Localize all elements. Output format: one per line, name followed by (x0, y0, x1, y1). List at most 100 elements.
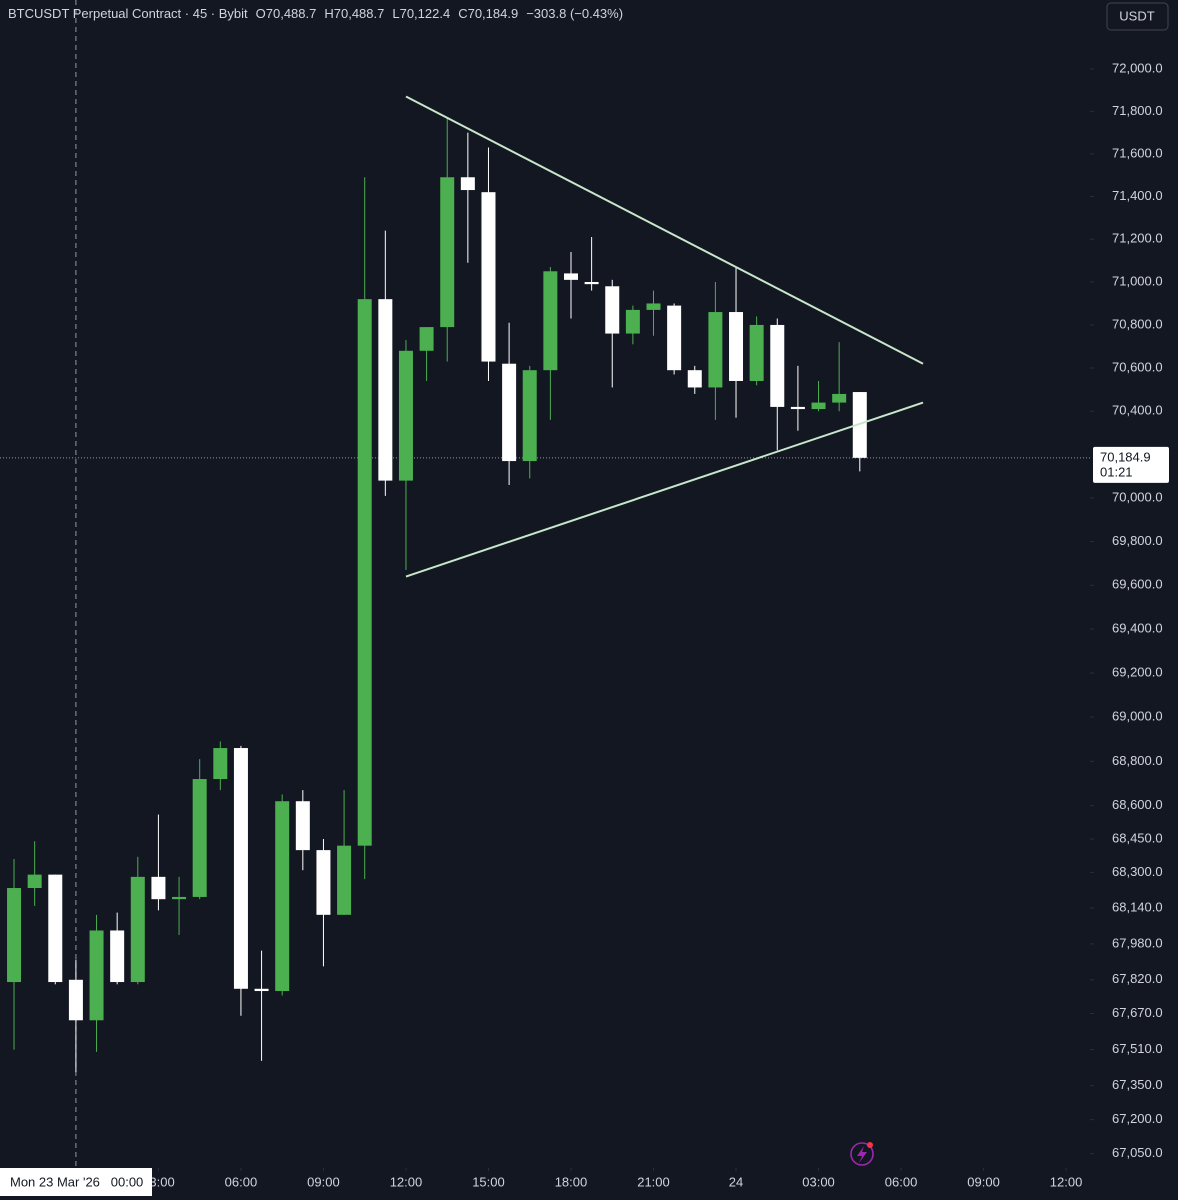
candle-body (89, 930, 104, 1021)
x-tick-label: 09:00 (967, 1174, 1000, 1189)
y-tick-label: 71,200.0 (1112, 231, 1163, 246)
candle-body (832, 393, 847, 403)
candle-body (27, 874, 42, 889)
y-tick-label: 68,600.0 (1112, 797, 1163, 812)
y-tick-label: 70,600.0 (1112, 359, 1163, 374)
ohlc-value: 70,488.7 (266, 6, 317, 21)
candle-body (687, 370, 702, 388)
candle-body (213, 748, 228, 780)
candle-body (275, 801, 290, 992)
candle-body (110, 930, 125, 983)
ohlc-value: 70,488.7 (334, 6, 385, 21)
y-tick-label: 70,800.0 (1112, 316, 1163, 331)
x-tick-label: 06:00 (885, 1174, 918, 1189)
y-tick-label: 68,140.0 (1112, 900, 1163, 915)
candle-body (605, 286, 620, 334)
candle-body (172, 896, 187, 900)
ohlc-key: H (324, 6, 333, 21)
candle-body (749, 324, 764, 381)
y-tick-label: 67,670.0 (1112, 1005, 1163, 1020)
x-tick-label: 03:00 (802, 1174, 835, 1189)
x-tick-label: 06:00 (225, 1174, 258, 1189)
candle-body (316, 850, 331, 915)
symbol: BTCUSDT Perpetual Contract · 45 · Bybit (8, 6, 248, 21)
trendline (405, 95, 924, 365)
currency-label[interactable]: USDT (1119, 8, 1154, 23)
plot-area (0, 0, 1090, 1168)
candle-body (811, 402, 826, 410)
y-tick-label: 68,800.0 (1112, 753, 1163, 768)
candle-body (543, 271, 558, 371)
candle-body (357, 299, 372, 846)
x-tick-label: 21:00 (637, 1174, 670, 1189)
price-tag (1093, 446, 1169, 483)
candle-body (729, 312, 744, 381)
candle-body (419, 327, 434, 351)
candle-body (398, 350, 413, 481)
candle-body (852, 392, 867, 458)
y-tick-label: 69,400.0 (1112, 621, 1163, 636)
y-tick-label: 71,000.0 (1112, 273, 1163, 288)
candle-body (667, 305, 682, 371)
y-tick-label: 67,820.0 (1112, 971, 1163, 986)
price-tag-countdown: 01:21 (1100, 464, 1133, 479)
x-tick-label: 18:00 (555, 1174, 588, 1189)
y-tick-label: 67,350.0 (1112, 1077, 1163, 1092)
y-tick-label: 70,000.0 (1112, 489, 1163, 504)
y-tick-label: 71,600.0 (1112, 145, 1163, 160)
y-tick-label: 70,400.0 (1112, 403, 1163, 418)
x-tick-label: 15:00 (472, 1174, 505, 1189)
crosshair-date-box (0, 1168, 152, 1196)
candle-body (646, 303, 661, 310)
ohlc-value: 70,184.9 (468, 6, 519, 21)
y-tick-label: 67,050.0 (1112, 1145, 1163, 1160)
x-tick-label: 24 (729, 1174, 743, 1189)
y-tick-label: 67,980.0 (1112, 935, 1163, 950)
axes: 72,000.0 71,800.0 71,600.0 71,400.0 71,200.0… (0, 60, 1169, 1196)
candle-body (48, 874, 63, 983)
ohlc-key: O (256, 6, 266, 21)
candle-body (130, 876, 145, 983)
y-tick-label: 71,400.0 (1112, 188, 1163, 203)
y-tick-label: 71,800.0 (1112, 103, 1163, 118)
chart-header: BTCUSDT Perpetual Contract · 45 · Bybit O… (8, 6, 623, 21)
candle-body (770, 324, 785, 407)
y-tick-label: 69,000.0 (1112, 709, 1163, 724)
candle-body (502, 363, 517, 462)
candle-body (151, 876, 166, 900)
candle-body (7, 888, 22, 983)
y-tick-label: 67,510.0 (1112, 1041, 1163, 1056)
y-tick-label: 68,450.0 (1112, 830, 1163, 845)
candle-body (625, 309, 640, 334)
candle-body (295, 801, 310, 851)
candle-body (481, 192, 496, 362)
ohlc-key: C (458, 6, 467, 21)
lightning-icon[interactable] (850, 1142, 874, 1166)
crosshair-date-label: Mon 23 Mar '26 00:00 (10, 1174, 143, 1189)
candle-body (378, 299, 393, 481)
candle-body (460, 177, 475, 191)
candle-body (337, 845, 352, 915)
x-tick-label: 12:00 (1050, 1174, 1083, 1189)
candle-body (254, 988, 269, 992)
candle-body (708, 312, 723, 388)
candle-body (790, 406, 805, 410)
candle-body (192, 779, 207, 897)
x-tick-label: 12:00 (390, 1174, 423, 1189)
candle-body (233, 748, 248, 989)
candle-body (584, 281, 599, 285)
candle-body (440, 177, 455, 328)
y-tick-label: 69,600.0 (1112, 577, 1163, 592)
change: −303.8 (−0.43%) (526, 6, 623, 21)
candle-body (563, 273, 578, 280)
ohlc-key: L (392, 6, 399, 21)
y-tick-label: 72,000.0 (1112, 60, 1163, 75)
candle-body (68, 979, 83, 1021)
currency-button[interactable] (1106, 2, 1169, 31)
x-tick-label: 09:00 (307, 1174, 340, 1189)
price-tag-label: 70,184.9 (1100, 449, 1151, 464)
trendline (405, 401, 924, 578)
